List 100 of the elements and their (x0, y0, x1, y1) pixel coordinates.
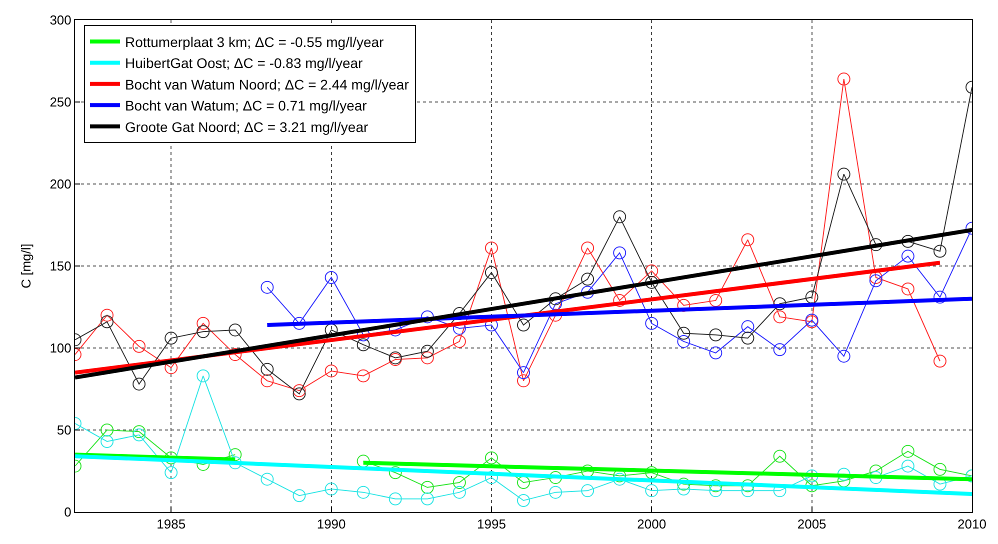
point (260, 472, 274, 486)
point (709, 294, 722, 307)
point (581, 484, 594, 498)
point (292, 384, 306, 398)
point (228, 448, 242, 462)
point (645, 316, 658, 330)
point (356, 369, 370, 382)
point (677, 334, 690, 348)
point (517, 374, 530, 388)
y-tick-label: 200 (50, 176, 72, 192)
point (677, 326, 690, 340)
point (420, 351, 434, 364)
point (677, 482, 690, 496)
point (805, 290, 818, 304)
point (196, 316, 210, 330)
x-tick-label: 1985 (156, 516, 186, 532)
point (228, 323, 242, 336)
point (420, 480, 434, 494)
point (933, 244, 946, 258)
point (837, 350, 850, 363)
point (292, 489, 306, 502)
point (709, 328, 722, 342)
point (260, 362, 274, 376)
y-tick-label: 250 (50, 94, 72, 110)
point (132, 425, 146, 438)
point (741, 479, 754, 492)
point (645, 276, 658, 289)
point (517, 494, 530, 508)
y-axis-title: C [mg/l] (18, 244, 34, 288)
point (901, 460, 914, 473)
point (741, 320, 754, 334)
point (773, 297, 786, 310)
point (837, 468, 850, 481)
point (741, 332, 754, 345)
point (452, 334, 466, 348)
point (132, 428, 146, 442)
point (324, 270, 338, 284)
point (613, 246, 626, 260)
point (196, 325, 210, 338)
point (196, 369, 210, 382)
legend-label: Groote Gat Noord; ΔC = 3.21 mg/l/year (124, 118, 368, 135)
point (420, 492, 434, 506)
point (132, 340, 146, 353)
point (581, 241, 594, 254)
legend-label: Rottumerplaat 3 km; ΔC = -0.55 mg/l/year (124, 34, 384, 50)
point (484, 451, 498, 464)
point (901, 282, 914, 296)
point (933, 290, 946, 304)
point (837, 72, 850, 86)
point (933, 354, 946, 368)
point (869, 471, 882, 484)
point (645, 484, 658, 498)
point (837, 168, 850, 181)
point (356, 486, 370, 499)
point (773, 450, 786, 463)
x-tick-label: 2000 (637, 516, 666, 532)
point (869, 274, 882, 288)
y-tick-label: 50 (56, 422, 72, 438)
legend-label: Bocht van Watum; ΔC = 0.71 mg/l/year (124, 98, 368, 114)
point (292, 387, 306, 400)
point (420, 310, 434, 324)
point (773, 343, 786, 356)
point (388, 466, 402, 480)
x-tick-label: 2010 (958, 516, 986, 532)
point (709, 479, 722, 492)
point (100, 308, 114, 322)
point (484, 241, 498, 254)
point (452, 476, 466, 489)
point (388, 492, 402, 506)
point (709, 346, 722, 360)
point (260, 374, 274, 388)
point (549, 292, 562, 306)
point (645, 264, 658, 278)
y-tick-label: 150 (50, 258, 72, 274)
point (613, 294, 626, 307)
point (517, 318, 530, 332)
point (100, 434, 114, 448)
y-tick-label: 100 (50, 340, 72, 356)
point (901, 234, 914, 248)
point (452, 486, 466, 499)
y-tick-label: 0 (64, 504, 72, 520)
point (549, 486, 562, 499)
x-tick-label: 1990 (316, 516, 346, 532)
point (645, 466, 658, 480)
x-tick-label: 2005 (797, 516, 826, 532)
point (517, 366, 530, 380)
point (324, 364, 338, 378)
point (517, 476, 530, 489)
point (356, 338, 370, 352)
point (100, 315, 114, 328)
point (292, 316, 306, 330)
point (484, 266, 498, 280)
point (581, 272, 594, 286)
point (260, 280, 274, 294)
point (356, 454, 370, 468)
point (901, 444, 914, 458)
point (549, 471, 562, 484)
point (805, 479, 818, 492)
point (901, 250, 914, 263)
x-tick-label: 1995 (477, 516, 506, 532)
